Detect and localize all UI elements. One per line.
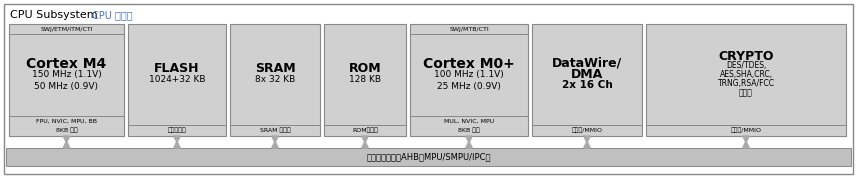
Bar	[230, 24, 320, 136]
Text: DataWire/: DataWire/	[551, 57, 622, 70]
Bar	[410, 24, 528, 136]
Text: MUL, NVIC, MPU: MUL, NVIC, MPU	[444, 119, 494, 124]
Text: CPU Subsystem: CPU Subsystem	[10, 10, 105, 20]
Bar	[646, 24, 846, 136]
Text: DES/TDES,: DES/TDES,	[726, 61, 766, 70]
Text: 100 MHz (1.1V): 100 MHz (1.1V)	[434, 70, 504, 80]
Text: DMA: DMA	[571, 68, 603, 81]
Bar	[9, 24, 124, 136]
Text: FPU, NVIC, MPU, BB: FPU, NVIC, MPU, BB	[36, 119, 97, 124]
Text: 8KB 缓存: 8KB 缓存	[458, 127, 480, 133]
Bar	[6, 148, 851, 166]
Text: 启动器/MMIO: 启动器/MMIO	[571, 128, 602, 133]
Text: SWJ/MTB/CTI: SWJ/MTB/CTI	[449, 27, 489, 32]
Text: 1024+32 KB: 1024+32 KB	[149, 75, 205, 85]
Text: 8KB 缓存: 8KB 缓存	[56, 127, 77, 133]
Bar	[324, 24, 406, 136]
Text: 50 MHz (0.9V): 50 MHz (0.9V)	[34, 82, 99, 90]
Text: 150 MHz (1.1V): 150 MHz (1.1V)	[32, 70, 101, 80]
Text: SWJ/ETM/ITM/CTI: SWJ/ETM/ITM/CTI	[40, 27, 93, 32]
Text: ROM: ROM	[349, 62, 381, 75]
Text: ROM控制器: ROM控制器	[352, 128, 378, 133]
Text: FLASH: FLASH	[155, 62, 200, 75]
Text: TRNG,RSA/FCC: TRNG,RSA/FCC	[717, 79, 775, 88]
Text: SRAM: SRAM	[254, 62, 295, 75]
Text: 闪存控制器: 闪存控制器	[168, 128, 186, 133]
Text: 系统总线（多层AHB、MPU/SMPU/IPC）: 系统总线（多层AHB、MPU/SMPU/IPC）	[366, 153, 490, 161]
Bar	[532, 24, 642, 136]
Text: CRYPTO: CRYPTO	[718, 50, 774, 63]
Text: 25 MHz (0.9V): 25 MHz (0.9V)	[437, 82, 501, 90]
Text: 8x 32 KB: 8x 32 KB	[255, 75, 295, 85]
Text: 加速器: 加速器	[739, 88, 753, 97]
Text: Cortex M0+: Cortex M0+	[423, 57, 515, 71]
Text: 128 KB: 128 KB	[349, 75, 381, 85]
Text: 2x 16 Ch: 2x 16 Ch	[562, 80, 612, 90]
Text: AES,SHA,CRC,: AES,SHA,CRC,	[720, 70, 772, 79]
Text: Cortex M4: Cortex M4	[27, 57, 107, 71]
Text: SRAM 控制器: SRAM 控制器	[259, 128, 290, 133]
Text: CPU 子系统: CPU 子系统	[92, 10, 132, 20]
Bar	[128, 24, 226, 136]
Text: 启动器/MMIO: 启动器/MMIO	[730, 128, 761, 133]
